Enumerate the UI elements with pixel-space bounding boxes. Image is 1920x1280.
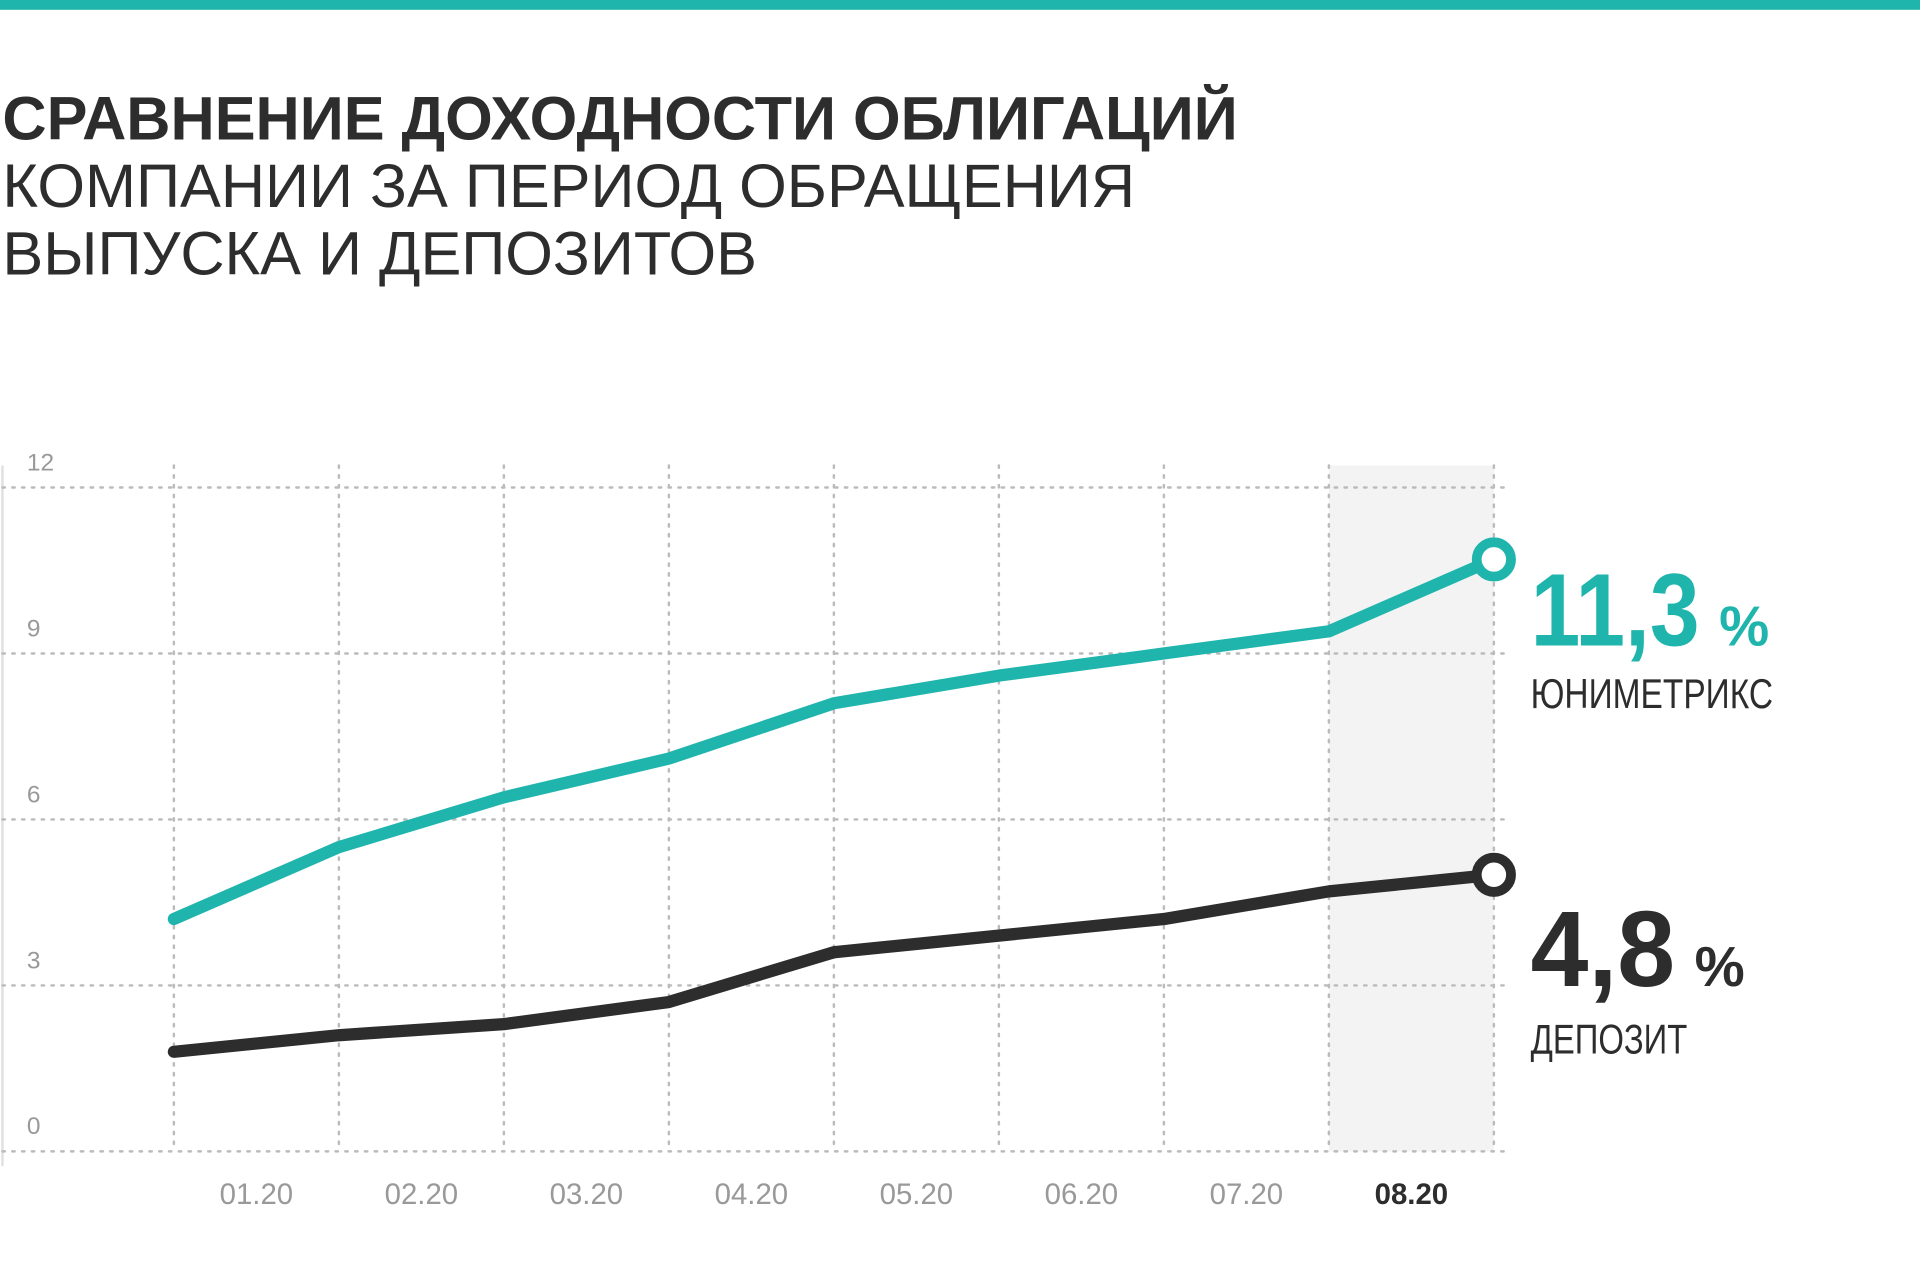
x-tick-label: 01.20	[220, 1178, 294, 1211]
x-tick-label: 04.20	[715, 1178, 789, 1211]
x-tick-label: 06.20	[1045, 1178, 1119, 1211]
chart-subtitle: ВЫПУСКА И ДЕПОЗИТОВ	[2, 219, 757, 287]
x-tick-label: 03.20	[550, 1178, 624, 1211]
y-tick-label: 6	[27, 781, 41, 808]
y-tick-label: 12	[27, 449, 54, 476]
series-label: ДЕПОЗИТ	[1531, 1015, 1688, 1062]
y-tick-label: 3	[27, 947, 41, 974]
annotation-value: 4,8	[1531, 888, 1675, 1009]
annotation-unit: %	[1719, 595, 1769, 658]
chart-subtitle: КОМПАНИИ ЗА ПЕРИОД ОБРАЩЕНИЯ	[2, 152, 1135, 220]
x-tick-label: 07.20	[1210, 1178, 1284, 1211]
x-tick-label: 05.20	[880, 1178, 954, 1211]
x-tick-label: 02.20	[385, 1178, 459, 1211]
highlight-band	[1328, 465, 1494, 1152]
end-marker	[1471, 537, 1516, 582]
y-tick-label: 9	[27, 615, 41, 642]
series-line	[167, 553, 1500, 926]
series-label: ЮНИМЕТРИКС	[1531, 670, 1773, 717]
chart-title: СРАВНЕНИЕ ДОХОДНОСТИ ОБЛИГАЦИЙ	[2, 84, 1237, 153]
annotation-unit: %	[1695, 935, 1745, 998]
end-marker	[1471, 852, 1516, 897]
top-bar	[0, 0, 1920, 10]
y-tick-label: 0	[27, 1113, 41, 1140]
x-tick-label: 08.20	[1375, 1178, 1449, 1211]
annotation-value: 11,3	[1531, 552, 1700, 667]
series-line	[167, 868, 1500, 1058]
